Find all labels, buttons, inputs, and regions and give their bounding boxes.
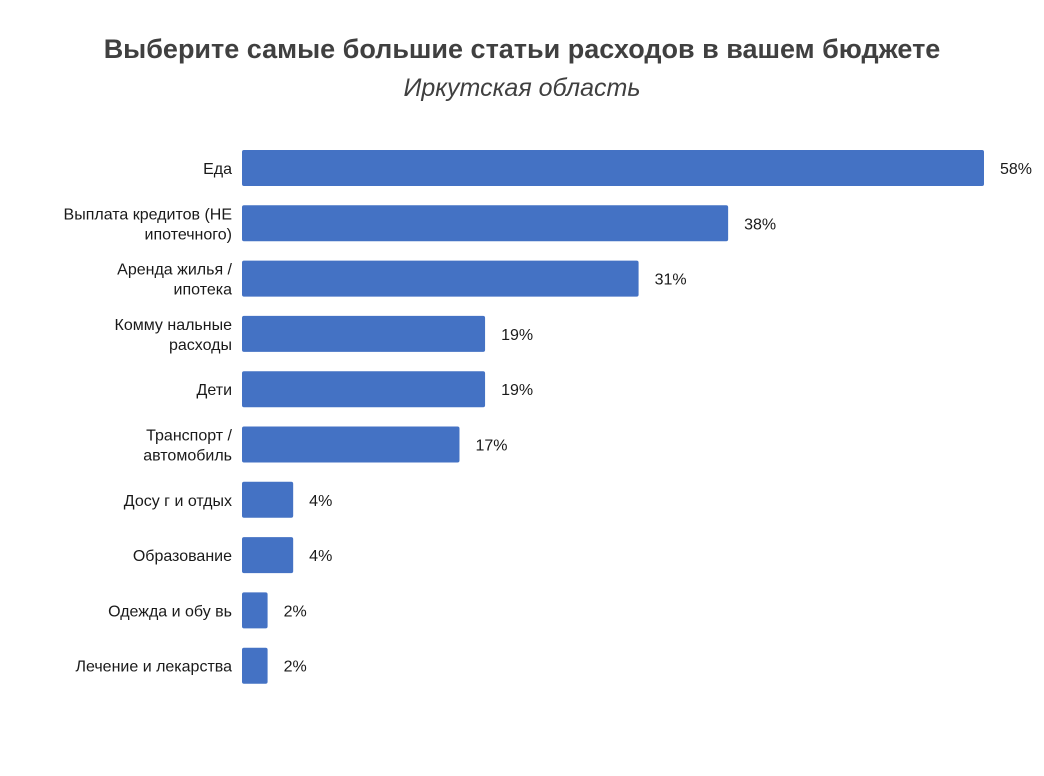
value-label: 4% [309,493,332,510]
bar [242,592,268,629]
chart-subtitle: Иркутская область [403,74,641,102]
category-label: Дети [197,382,232,399]
bar [242,205,729,242]
category-label-line: ипотека [174,282,233,299]
value-label: 19% [501,327,533,344]
bar [242,481,294,518]
category-label-line: Еда [203,161,232,178]
category-label-line: Дети [197,382,232,399]
value-label: 2% [284,659,307,676]
category-label: Образование [133,548,232,565]
category-label: Лечение и лекарства [75,659,232,676]
category-label-line: Комму нальные [115,317,233,334]
value-label: 4% [309,548,332,565]
bar [242,426,460,463]
category-label-line: Транспорт / [146,428,232,445]
category-label-line: Одежда и обу вь [108,603,232,620]
category-label: Одежда и обу вь [108,603,232,620]
bar [242,150,984,186]
category-label-line: Аренда жилья / [117,262,232,279]
bar [242,315,486,352]
value-label: 58% [1000,161,1032,178]
bar [242,537,294,574]
bar [242,647,268,684]
value-label: 19% [501,382,533,399]
category-label-line: автомобиль [143,448,232,465]
value-label: 31% [655,272,687,289]
value-labels-group: 58% 38% 31% 19% 19% 17% 4% 4% 2% 2% [284,161,1032,676]
category-label-line: расходы [169,337,232,354]
category-label-line: Досу г и отдых [124,493,232,510]
category-label-line: ипотечного) [145,226,232,243]
category-label: Транспорт / автомобиль [143,428,232,465]
bar [242,260,639,297]
bar [242,371,486,408]
chart-title: Выберите самые большие статьи расходов в… [103,34,941,64]
category-label-line: Лечение и лекарства [75,659,232,676]
category-label: Комму нальные расходы [115,317,233,354]
category-label: Выплата кредитов (НЕ ипотечного) [64,206,232,243]
category-label: Аренда жилья / ипотека [117,262,232,299]
value-label: 2% [284,603,307,620]
value-label: 17% [475,438,507,455]
category-label: Еда [203,161,232,178]
category-label-line: Выплата кредитов (НЕ [64,206,232,223]
category-labels-group: Еда Выплата кредитов (НЕ ипотечного) Аренда… [64,161,233,676]
category-label: Досу г и отдых [124,493,232,510]
bars-group [242,150,984,684]
category-label-line: Образование [133,548,232,565]
value-label: 38% [744,216,776,233]
